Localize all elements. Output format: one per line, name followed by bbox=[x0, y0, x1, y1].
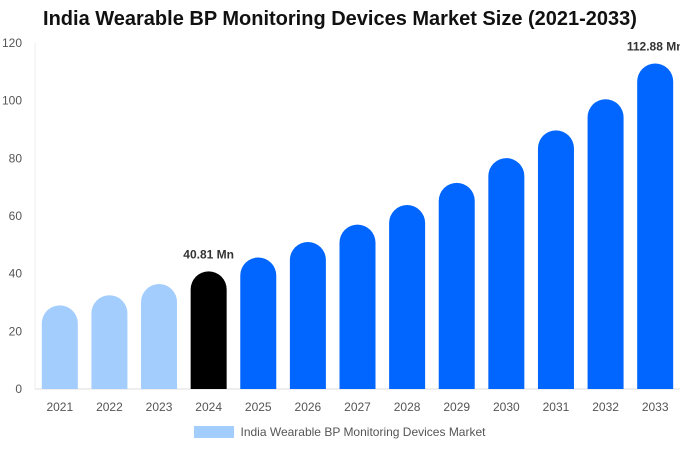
x-tick-label: 2030 bbox=[493, 400, 520, 414]
bar-2033 bbox=[637, 63, 674, 390]
x-tick-label: 2024 bbox=[195, 400, 222, 414]
chart-title: India Wearable BP Monitoring Devices Mar… bbox=[43, 8, 637, 30]
x-tick-label: 2025 bbox=[245, 400, 272, 414]
x-tick-label: 2031 bbox=[543, 400, 570, 414]
x-tick-label: 2033 bbox=[642, 400, 669, 414]
x-tick-label: 2029 bbox=[443, 400, 470, 414]
y-tick-label: 20 bbox=[9, 324, 23, 338]
legend-swatch bbox=[194, 426, 235, 438]
x-tick-label: 2023 bbox=[146, 400, 173, 414]
bar-2024 bbox=[190, 271, 227, 389]
bar-2027 bbox=[339, 224, 376, 389]
y-tick-label: 40 bbox=[9, 267, 23, 281]
y-tick-label: 100 bbox=[2, 94, 22, 108]
bar-2030 bbox=[488, 158, 525, 389]
data-label: 112.88 Mn bbox=[627, 40, 680, 54]
bar-2026 bbox=[289, 241, 326, 389]
y-tick-label: 60 bbox=[9, 209, 23, 223]
x-tick-label: 2028 bbox=[394, 400, 421, 414]
x-tick-label: 2026 bbox=[295, 400, 322, 414]
data-label: 40.81 Mn bbox=[183, 247, 234, 261]
y-tick-label: 0 bbox=[15, 382, 22, 396]
y-tick-label: 80 bbox=[9, 151, 23, 165]
bar-2025 bbox=[240, 257, 277, 389]
bar-2028 bbox=[389, 205, 426, 389]
y-tick-label: 120 bbox=[2, 36, 22, 50]
bar-2023 bbox=[141, 284, 178, 389]
legend: India Wearable BP Monitoring Devices Mar… bbox=[0, 425, 680, 439]
legend-label: India Wearable BP Monitoring Devices Mar… bbox=[240, 425, 486, 439]
bar-2031 bbox=[537, 130, 574, 390]
x-tick-label: 2021 bbox=[46, 400, 73, 414]
x-tick-label: 2032 bbox=[592, 400, 619, 414]
bar-2021 bbox=[41, 305, 78, 389]
bar-2032 bbox=[587, 99, 624, 389]
bar-2022 bbox=[91, 295, 128, 389]
x-tick-label: 2027 bbox=[344, 400, 371, 414]
x-tick-label: 2022 bbox=[96, 400, 123, 414]
bar-2029 bbox=[438, 182, 475, 389]
